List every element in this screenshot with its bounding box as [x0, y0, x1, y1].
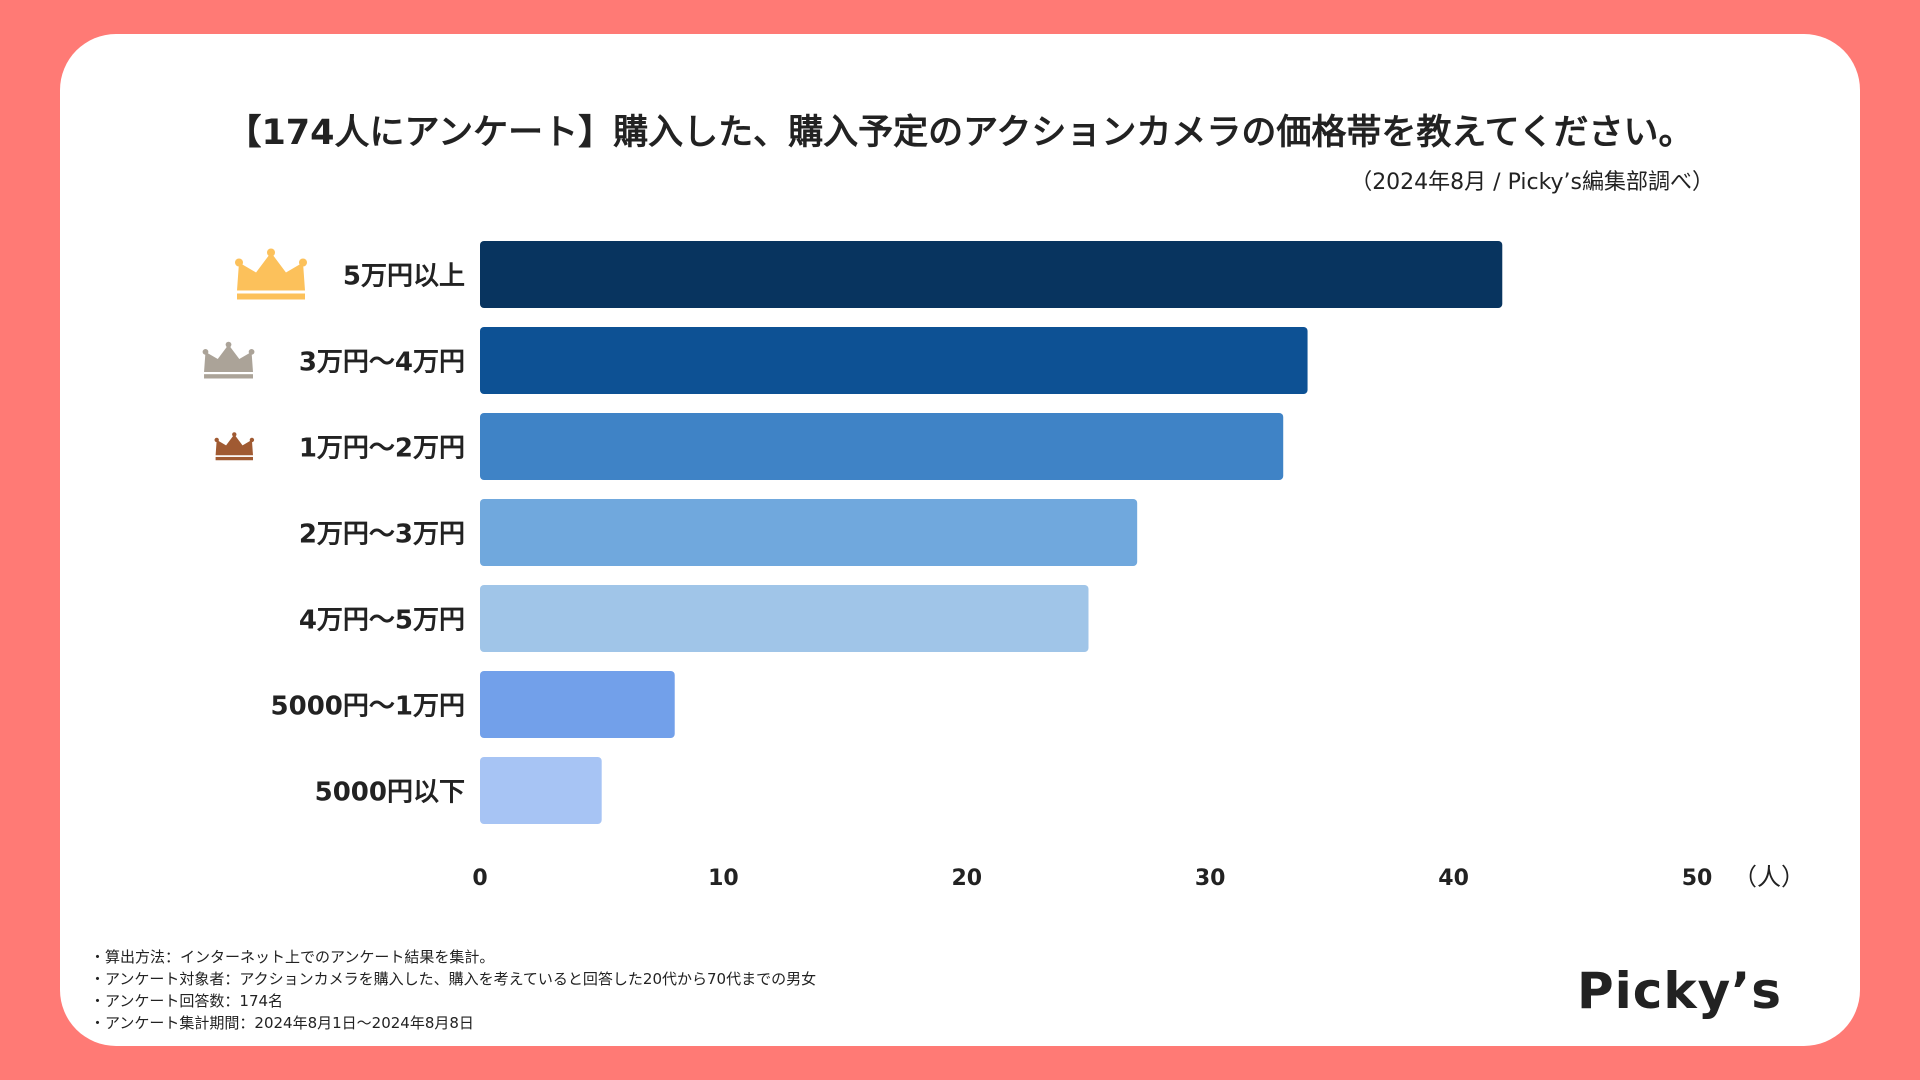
note-line: ・アンケート対象者：アクションカメラを購入した、購入を考えていると回答した20代… [90, 970, 817, 988]
bar-6 [480, 757, 602, 824]
chart-title: 【174人にアンケート】購入した、購入予定のアクションカメラの価格帯を教えてくだ… [226, 113, 1694, 153]
category-label: 2万円〜3万円 [299, 520, 465, 550]
x-tick-label: 20 [951, 866, 982, 891]
crown-silver-icon [202, 341, 255, 379]
bar-5 [480, 671, 675, 738]
category-label: 5000円以下 [315, 778, 465, 808]
chart-card: 【174人にアンケート】購入した、購入予定のアクションカメラの価格帯を教えてくだ… [60, 34, 1860, 1046]
bar-4 [480, 585, 1089, 652]
survey-source: （2024年8月 / Picky’s編集部調べ） [1350, 170, 1714, 195]
category-label: 3万円〜4万円 [299, 348, 465, 378]
x-tick-label: 50 [1682, 866, 1713, 891]
x-tick-label: 40 [1438, 866, 1469, 891]
note-line: ・アンケート集計期間：2024年8月1日〜2024年8月8日 [90, 1014, 474, 1032]
category-label: 1万円〜2万円 [299, 434, 465, 464]
x-tick-label: 0 [472, 866, 487, 891]
x-axis-unit: （人） [1733, 863, 1805, 891]
note-line: ・算出方法：インターネット上でのアンケート結果を集計。 [90, 948, 495, 966]
bar-2 [480, 413, 1284, 480]
category-label: 5万円以上 [343, 262, 465, 292]
x-tick-label: 10 [708, 866, 739, 891]
note-line: ・アンケート回答数：174名 [90, 992, 284, 1010]
x-tick-label: 30 [1195, 866, 1226, 891]
bar-chart: 5万円以上 3万円〜4万円 1万円〜2万円 2万円〜3万円 4万円〜5万円 5000円〜1… [202, 241, 1805, 891]
survey-notes: ・算出方法：インターネット上でのアンケート結果を集計。 ・アンケート対象者：アク… [90, 946, 816, 1034]
crown-gold-icon [235, 248, 307, 300]
crown-bronze-icon [214, 432, 255, 461]
picky-logo: Picky’s [1576, 962, 1782, 1020]
bar-0 [480, 241, 1503, 308]
bar-1 [480, 327, 1308, 394]
category-label: 5000円〜1万円 [271, 692, 465, 722]
bar-3 [480, 499, 1138, 566]
category-label: 4万円〜5万円 [299, 606, 465, 636]
